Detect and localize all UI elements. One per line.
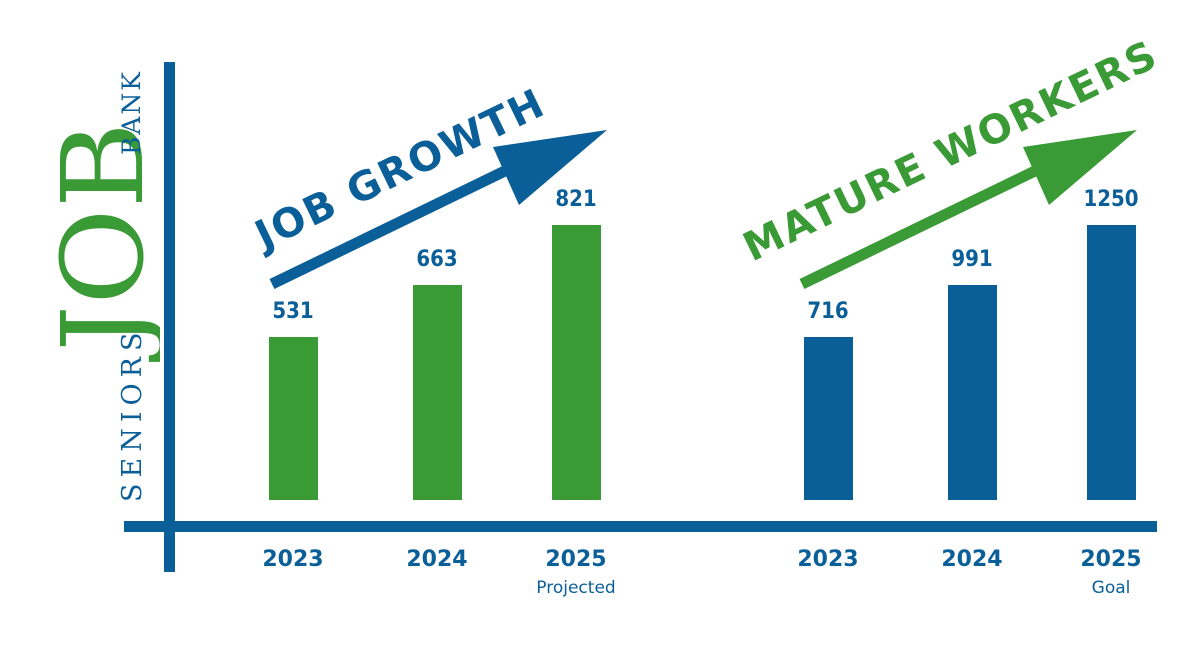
- bar-value-label: 1250: [1083, 187, 1139, 212]
- x-tick-note: Projected: [536, 578, 616, 598]
- x-tick-label: 2025: [1080, 547, 1142, 572]
- bar: [552, 225, 601, 500]
- x-tick-label: 2024: [941, 547, 1003, 572]
- bar: [413, 285, 462, 500]
- mature-workers-arrow: [799, 130, 1137, 289]
- bar-value-label: 531: [272, 299, 314, 324]
- bar: [804, 337, 853, 500]
- bar: [269, 337, 318, 500]
- bar-value-label: 663: [416, 247, 458, 272]
- bar-value-label: 821: [555, 187, 597, 212]
- bar-value-label: 991: [951, 247, 993, 272]
- bar: [1087, 225, 1136, 500]
- y-axis-line: [164, 62, 175, 572]
- x-tick-label: 2023: [797, 547, 859, 572]
- logo-job-text: JOB: [40, 122, 160, 363]
- x-tick-note: Goal: [1091, 578, 1131, 598]
- logo-seniors-text: SENIORS: [117, 327, 148, 502]
- x-axis-line: [124, 521, 1157, 532]
- x-tick-label: 2023: [262, 547, 324, 572]
- bar-value-label: 716: [807, 299, 849, 324]
- x-tick-label: 2025: [545, 547, 607, 572]
- bar: [948, 285, 997, 500]
- seniors-job-bank-logo: SENIORS JOB BANK: [40, 70, 160, 502]
- x-tick-label: 2024: [406, 547, 468, 572]
- logo-bank-text: BANK: [117, 70, 146, 155]
- job-growth-arrow: [269, 130, 607, 289]
